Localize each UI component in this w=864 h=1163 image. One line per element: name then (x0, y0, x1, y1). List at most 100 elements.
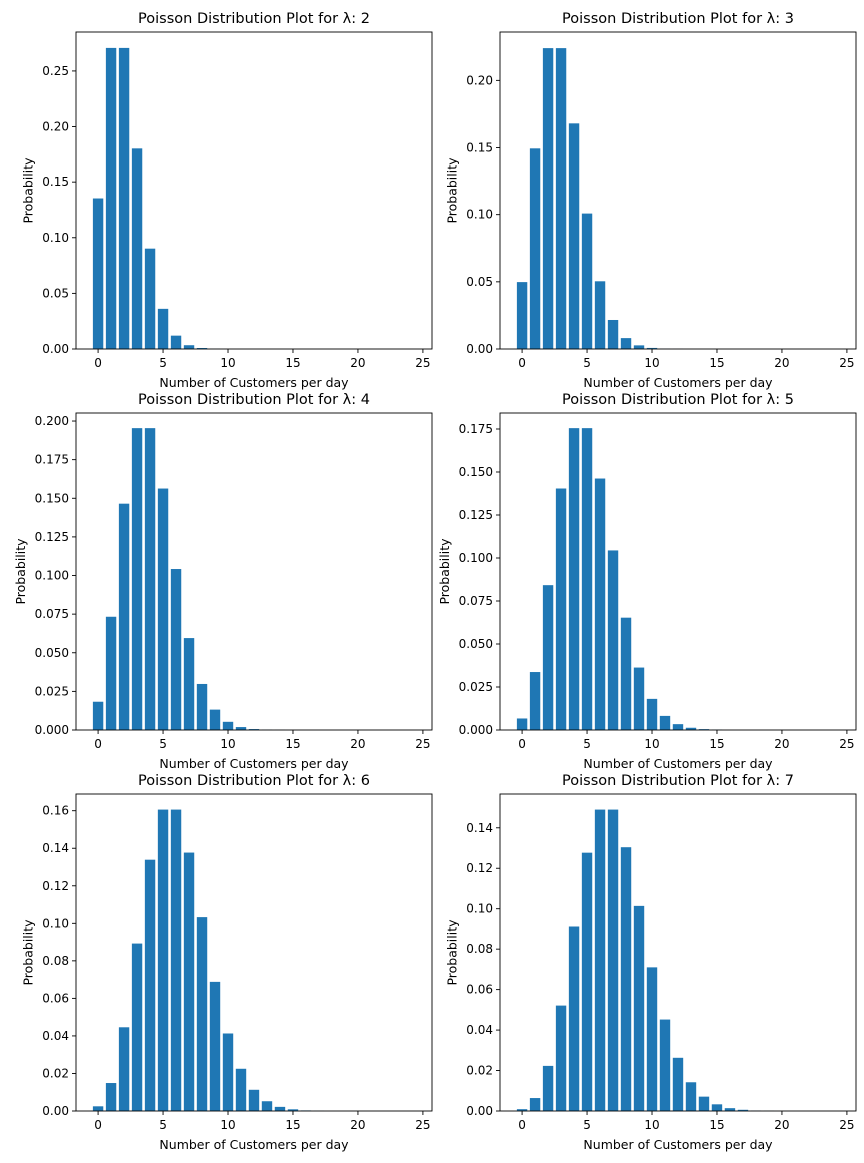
y-tick-label: 0.15 (466, 141, 493, 155)
bar (529, 148, 541, 349)
y-tick-label: 0.12 (466, 861, 493, 875)
y-tick-label: 0.000 (35, 723, 69, 737)
chart-title: Poisson Distribution Plot for λ: 3 (562, 11, 794, 27)
bar (261, 1101, 273, 1111)
bar (222, 1033, 234, 1111)
chart-title: Poisson Distribution Plot for λ: 4 (138, 392, 370, 408)
y-tick-label: 0.02 (42, 1066, 69, 1080)
y-tick-label: 0.06 (466, 983, 493, 997)
y-tick-label: 0.04 (42, 1029, 69, 1043)
x-tick-label: 15 (285, 1118, 300, 1132)
x-tick-label: 15 (285, 356, 300, 370)
y-tick-label: 0.025 (459, 680, 493, 694)
bar (144, 248, 156, 349)
bar (620, 338, 632, 349)
x-tick-label: 25 (415, 737, 430, 751)
subplot-1: 0 5 10 15 20 25 0.00 0.05 0.10 0.15 0.20 0.25 Poisso… (21, 11, 433, 390)
bar (170, 335, 182, 349)
bar (594, 478, 606, 730)
bar (529, 672, 541, 730)
bar (157, 308, 169, 349)
x-tick-label: 0 (94, 1118, 102, 1132)
bar (581, 428, 593, 730)
bar (144, 859, 156, 1111)
subplot-3: 0 5 10 15 20 25 0.000 0.025 0.050 0.075 0.100 0.125… (13, 392, 433, 771)
y-tick-label: 0.10 (42, 231, 69, 245)
y-tick-label: 0.15 (42, 175, 69, 189)
x-tick-label: 15 (709, 1118, 724, 1132)
x-tick-label: 5 (583, 737, 591, 751)
bar (209, 981, 221, 1111)
bar (516, 282, 528, 349)
bar (196, 683, 208, 730)
bar (105, 47, 117, 349)
bar (183, 638, 195, 730)
bar (105, 1083, 117, 1111)
x-tick-label: 15 (285, 737, 300, 751)
axes-frame (75, 412, 433, 731)
bar (248, 1089, 260, 1111)
y-axis-label: Probability (21, 157, 36, 224)
bar (287, 1109, 299, 1111)
bar (620, 847, 632, 1111)
y-tick-label: 0.02 (466, 1064, 493, 1078)
y-axis-label: Probability (437, 538, 452, 605)
x-tick-label: 10 (220, 737, 235, 751)
y-tick-label: 0.00 (466, 1104, 493, 1118)
y-tick-label: 0.14 (42, 841, 69, 855)
x-axis-label: Number of Customers per day (159, 756, 349, 771)
x-tick-label: 15 (709, 356, 724, 370)
bar (516, 718, 528, 730)
x-tick-label: 20 (774, 737, 789, 751)
chart-title: Poisson Distribution Plot for λ: 6 (138, 773, 370, 789)
bar (248, 729, 260, 730)
bar (555, 1005, 567, 1111)
bar (737, 1109, 749, 1111)
x-tick-label: 5 (159, 737, 167, 751)
x-axis-label: Number of Customers per day (583, 1137, 773, 1152)
subplot-5: 0 5 10 15 20 25 0.00 0.02 0.04 0.06 0.08 0.10 0.12 0.… (21, 773, 433, 1152)
bar (118, 47, 130, 349)
x-tick-label: 10 (644, 737, 659, 751)
bar (542, 1065, 554, 1111)
x-tick-label: 25 (839, 356, 854, 370)
subplot-6: 0 5 10 15 20 25 0.00 0.02 0.04 0.06 0.08 0.10 0.12 0.… (445, 773, 857, 1152)
y-tick-label: 0.00 (42, 342, 69, 356)
bar (529, 1098, 541, 1111)
bar (581, 852, 593, 1111)
bar (170, 809, 182, 1111)
y-tick-label: 0.125 (459, 508, 493, 522)
bar (633, 345, 645, 349)
bar (542, 585, 554, 730)
x-tick-label: 0 (518, 737, 526, 751)
bar (196, 917, 208, 1111)
y-tick-label: 0.025 (35, 684, 69, 698)
y-tick-label: 0.08 (42, 954, 69, 968)
bar (157, 809, 169, 1111)
bar (672, 724, 684, 730)
bar (685, 727, 697, 730)
x-tick-label: 20 (350, 737, 365, 751)
y-tick-label: 0.075 (35, 607, 69, 621)
x-tick-label: 0 (94, 356, 102, 370)
bar (607, 319, 619, 349)
x-tick-label: 0 (94, 737, 102, 751)
chart-title: Poisson Distribution Plot for λ: 7 (562, 773, 794, 789)
subplot-4: 0 5 10 15 20 25 0.000 0.025 0.050 0.075 0.100 0.125… (437, 392, 857, 771)
bar (92, 198, 104, 349)
y-tick-label: 0.150 (35, 491, 69, 505)
bar (92, 1106, 104, 1111)
bar (659, 715, 671, 730)
bar (131, 428, 143, 730)
y-tick-label: 0.14 (466, 821, 493, 835)
x-tick-label: 5 (159, 356, 167, 370)
y-tick-label: 0.100 (35, 569, 69, 583)
bar (646, 347, 658, 349)
y-tick-label: 0.175 (35, 453, 69, 467)
bar (646, 967, 658, 1111)
bar (633, 905, 645, 1111)
bar (516, 1109, 528, 1111)
x-tick-label: 20 (774, 356, 789, 370)
subplot-2: 0 5 10 15 20 25 0.00 0.05 0.10 0.15 0.20 Poisson Di… (445, 11, 857, 390)
